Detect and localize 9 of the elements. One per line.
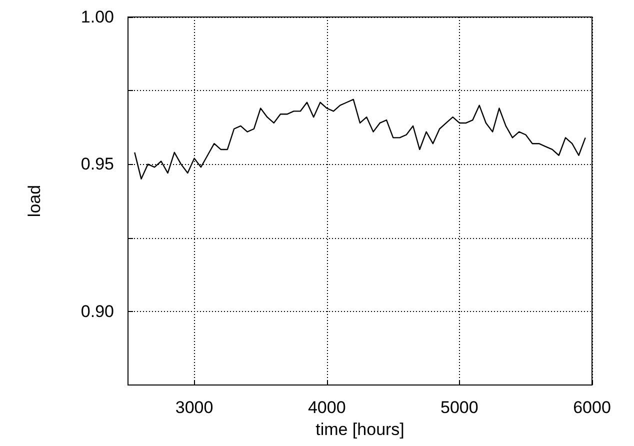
- y-axis-title: load: [25, 184, 44, 218]
- x-tick-label: 3000: [175, 398, 214, 417]
- y-tick-label: 1.00: [80, 8, 114, 26]
- x-tick-label: 5000: [440, 398, 478, 417]
- x-tick-label: 6000: [573, 398, 611, 417]
- y-tick-label: 0.95: [80, 154, 114, 174]
- x-tick-label: 4000: [308, 398, 346, 417]
- x-axis-title: time [hours]: [316, 420, 404, 439]
- y-tick-label: 0.90: [80, 302, 114, 321]
